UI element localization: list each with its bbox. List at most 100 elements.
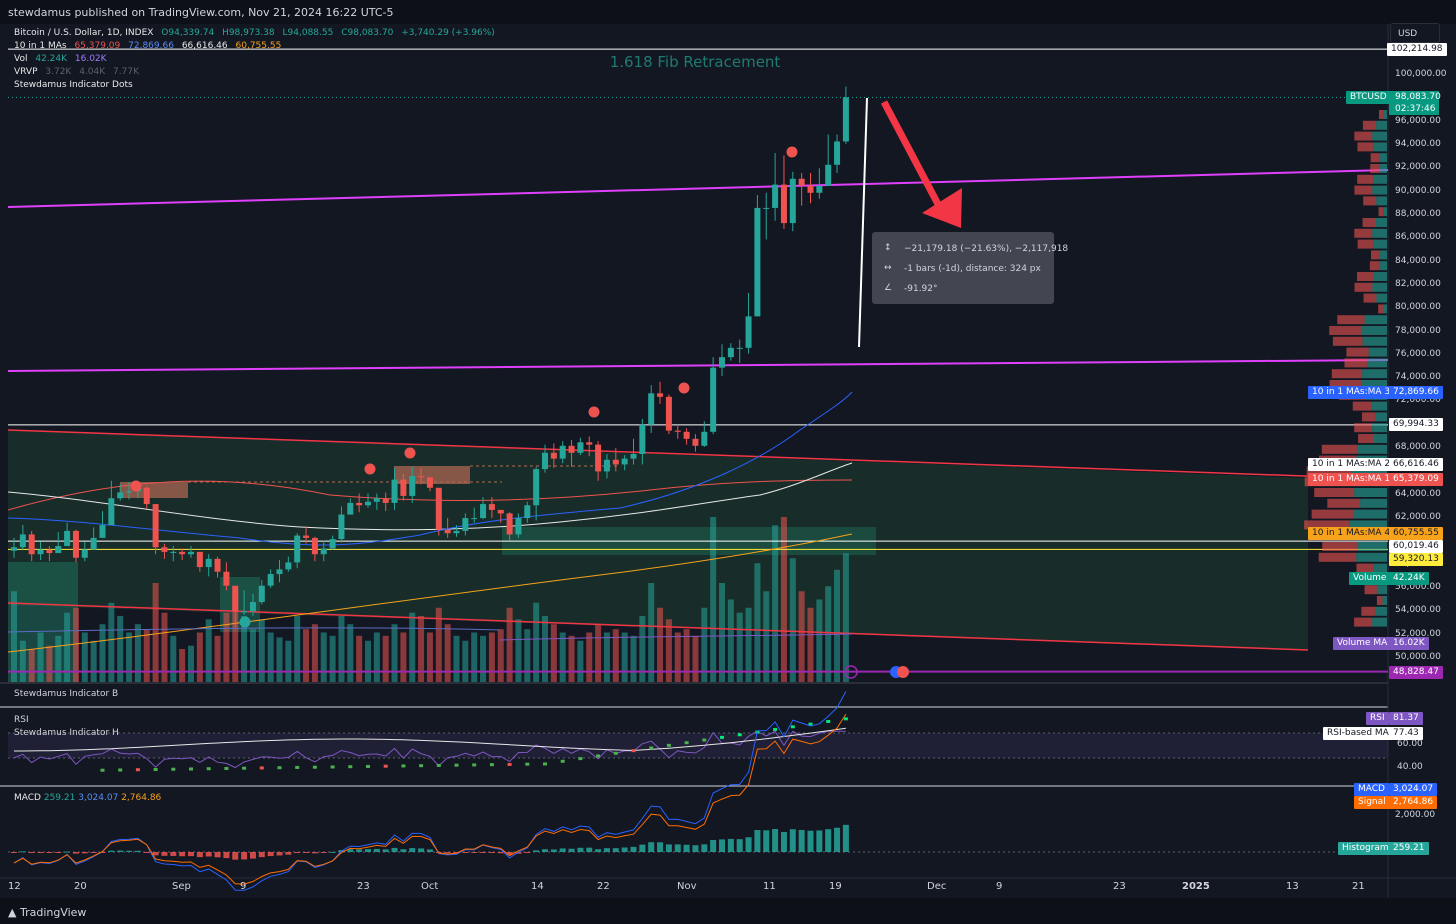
macd-histogram-bar <box>276 852 283 856</box>
tv-logo-text: TradingView <box>19 906 87 919</box>
vrvp-row <box>1375 606 1387 616</box>
indicator-h-dot <box>348 765 353 769</box>
indicator-h-dot <box>790 725 795 729</box>
indicator-h-dot <box>419 764 424 768</box>
measure-line-1: −21,179.18 (−21.63%), −2,117,918 <box>904 244 1069 254</box>
volume-bar <box>11 591 17 682</box>
rsi-value: 81.37 <box>1389 712 1423 725</box>
indicator-b-name[interactable]: Stewdamus Indicator B <box>14 689 119 699</box>
vrvp-row <box>1354 228 1373 238</box>
price-tick-label: 100,000.00 <box>1395 69 1447 79</box>
dots-legend-name: Stewdamus Indicator Dots <box>14 80 133 90</box>
price-tick-label: 64,000.00 <box>1395 488 1441 499</box>
vrvp-row <box>1354 617 1373 627</box>
vol-legend[interactable]: Vol 42.24K 16.02K <box>14 54 112 64</box>
macd-legend-v3: 2,764.86 <box>121 793 162 803</box>
volume-bar <box>365 640 371 682</box>
bars-range-icon: ↔ <box>884 263 892 273</box>
vrvp-row <box>1357 444 1387 454</box>
vrvp-row <box>1367 358 1387 368</box>
rsi-tick-label: 60.00 <box>1397 739 1423 749</box>
volume-bar <box>453 635 460 682</box>
indicator-h-dot <box>826 719 831 723</box>
candle-body <box>736 347 743 349</box>
volume-bar <box>630 635 637 682</box>
signal-dot <box>588 406 600 418</box>
volume-bar <box>126 632 133 682</box>
indicator-h-dot <box>613 751 618 755</box>
candle-body <box>630 453 637 459</box>
symbol-name: Bitcoin / U.S. Dollar, 1D, INDEX <box>14 28 154 38</box>
volume-ma-line <box>499 633 853 641</box>
vrvp-row <box>1360 498 1387 508</box>
level-tag-60019: 60,019.46 <box>1389 540 1443 553</box>
volume-bar <box>108 602 115 682</box>
indicator-h-name[interactable]: Stewdamus Indicator H <box>14 728 119 738</box>
macd-histogram-bar <box>126 850 133 852</box>
volume-bar <box>55 635 62 682</box>
volume-bar <box>674 632 681 682</box>
candle-body <box>276 569 283 575</box>
rsi-ma-line <box>14 727 846 752</box>
volume-bar <box>46 645 53 682</box>
btcusd-countdown: 02:37:46 <box>1395 104 1436 114</box>
macd-histogram-bar <box>81 852 88 854</box>
macd-legend[interactable]: MACD 259.21 3,024.07 2,764.86 <box>14 793 161 803</box>
volume-bar <box>276 637 283 682</box>
signal-tag: Signal <box>1354 796 1390 809</box>
ma3-value: 72,869.66 <box>1389 386 1443 399</box>
price-change: +3,740.29 (+3.96%) <box>401 28 495 38</box>
ma2-line <box>7 462 853 531</box>
volume-bar <box>223 612 230 682</box>
btcusd-label: BTCUSD <box>1346 91 1391 104</box>
symbol-legend: Bitcoin / U.S. Dollar, 1D, INDEX O94,339… <box>14 28 500 38</box>
macd-histogram-bar <box>497 852 504 854</box>
volume-bar <box>648 583 655 682</box>
vrvp-row <box>1322 542 1358 551</box>
candle-body <box>356 502 363 506</box>
volume-bar <box>497 629 504 682</box>
country-flag-icon <box>897 666 909 678</box>
tradingview-logo: ▲ TradingView <box>8 906 86 919</box>
ma1-label: 10 in 1 MAs:MA 1 <box>1308 473 1395 486</box>
vrvp-row <box>1376 293 1387 303</box>
macd-histogram-bar <box>568 848 575 852</box>
volume-bar <box>462 640 469 682</box>
btcusd-price-tag: 98,083.70 02:37:46 <box>1389 91 1441 115</box>
indicator-h-dot <box>153 767 158 771</box>
vrvp-row <box>1357 239 1374 249</box>
volume-bar <box>232 591 239 682</box>
macd-histogram-bar <box>19 851 26 853</box>
rsi-name[interactable]: RSI <box>14 715 29 725</box>
vrvp-row <box>1332 336 1363 346</box>
macd-histogram-bar <box>347 849 354 852</box>
currency-selector[interactable]: USD <box>1390 23 1440 43</box>
vrvp-legend[interactable]: VRVP 3.72K 4.04K 7.77K <box>14 67 144 77</box>
rsi-ma-value: 77.43 <box>1389 727 1423 740</box>
volume-bar <box>19 640 26 682</box>
vrvp-row <box>1364 315 1387 325</box>
indicator-h-dot <box>277 766 282 770</box>
ohlc-low: L94,088.55 <box>282 28 334 38</box>
dots-legend[interactable]: Stewdamus Indicator Dots <box>14 80 138 90</box>
vrvp-row <box>1370 153 1380 163</box>
macd-histogram-bar <box>170 852 177 856</box>
volume-bar <box>780 517 787 682</box>
ma-legend-name: 10 in 1 MAs <box>14 41 67 51</box>
volume-bar <box>586 632 593 682</box>
indicator-h-dot <box>242 766 247 770</box>
macd-histogram-bar <box>727 838 734 852</box>
candle-body <box>603 459 610 472</box>
ma4-line <box>7 533 853 653</box>
candle-body <box>542 452 548 470</box>
macd-histogram-bar <box>311 852 318 854</box>
vrvp-row <box>1383 304 1387 314</box>
volume-bar <box>258 619 265 682</box>
vrvp-row <box>1314 488 1355 497</box>
ma-legend[interactable]: 10 in 1 MAs 65,379.09 72,869.66 66,616.4… <box>14 41 286 51</box>
volume-bar <box>480 635 487 682</box>
macd-histogram-bar <box>692 845 699 852</box>
candle-body <box>710 367 717 432</box>
vrvp-row <box>1369 261 1380 271</box>
